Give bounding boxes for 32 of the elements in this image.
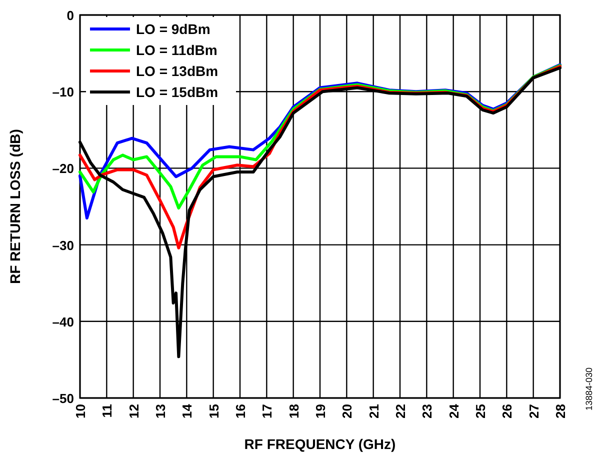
y-tick-label: –20 — [52, 161, 74, 176]
x-tick-label: 23 — [420, 404, 435, 418]
x-tick-label: 25 — [473, 404, 488, 418]
y-tick-label: –50 — [52, 391, 74, 406]
x-tick-label: 17 — [260, 404, 275, 418]
y-tick-label: –40 — [52, 314, 74, 330]
y-tick-label: –10 — [52, 84, 74, 100]
x-tick-label: 16 — [233, 404, 248, 418]
legend-label: LO = 15dBm — [136, 84, 218, 100]
x-tick-label: 26 — [500, 404, 515, 418]
y-tick-label: –30 — [52, 238, 74, 253]
x-tick-label: 28 — [553, 404, 568, 418]
x-tick-label: 13 — [153, 404, 168, 418]
x-axis-title: RF FREQUENCY (GHz) — [244, 436, 396, 452]
text: 13884-030 — [584, 367, 594, 411]
x-tick-label: 22 — [393, 404, 408, 418]
legend-label: LO = 13dBm — [136, 63, 218, 79]
x-tick-label: 15 — [206, 404, 222, 418]
x-tick-label: 27 — [526, 404, 542, 418]
x-tick-label: 21 — [366, 404, 382, 418]
x-tick-label: 18 — [286, 404, 302, 418]
y-tick-label: 0 — [66, 8, 74, 23]
y-axis-title: RF RETURN LOSS (dB) — [7, 129, 23, 284]
x-tick-label: 10 — [73, 404, 88, 418]
x-tick-label: 24 — [446, 403, 462, 418]
x-tick-label: 19 — [313, 404, 328, 418]
legend-label: LO = 11dBm — [136, 42, 218, 58]
x-tick-label: 11 — [100, 404, 115, 418]
legend-label: LO = 9dBm — [136, 21, 210, 37]
x-tick-label: 14 — [180, 403, 195, 418]
x-tick-label: 20 — [340, 404, 355, 418]
x-tick-label: 12 — [126, 404, 142, 418]
